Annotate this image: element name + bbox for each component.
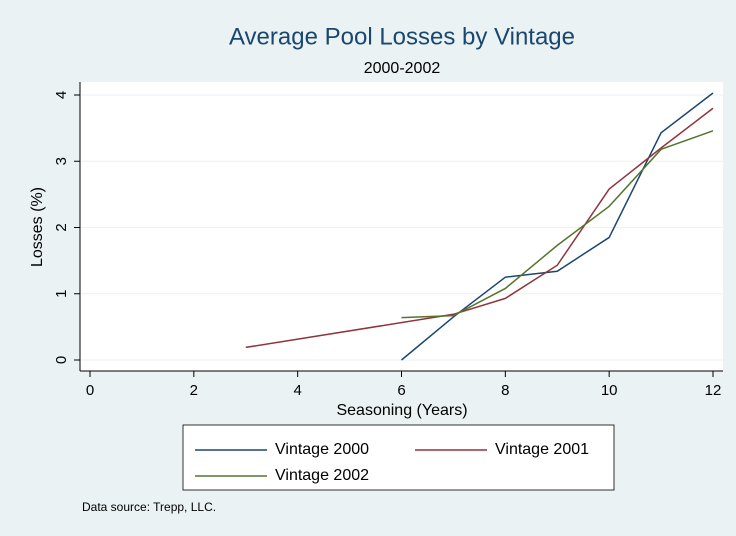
legend-label: Vintage 2002 xyxy=(275,467,369,484)
plot-area xyxy=(80,82,723,371)
x-tick-label: 10 xyxy=(601,382,618,399)
series-line xyxy=(401,92,714,361)
x-tick-label: 0 xyxy=(86,382,94,399)
note: Data source: Trepp, LLC. xyxy=(82,500,216,514)
y-tick-label: 0 xyxy=(53,356,70,364)
chart-title: Average Pool Losses by Vintage xyxy=(229,23,575,50)
legend-label: Vintage 2001 xyxy=(495,441,589,458)
x-tick-label: 6 xyxy=(397,382,405,399)
chart-subtitle: 2000-2002 xyxy=(364,60,441,77)
legend-label: Vintage 2000 xyxy=(275,441,369,458)
x-tick-label: 12 xyxy=(705,382,722,399)
series-line xyxy=(401,130,714,319)
x-tick-label: 2 xyxy=(190,382,198,399)
series-line xyxy=(245,107,714,349)
y-tick-label: 3 xyxy=(53,157,70,165)
y-tick-label: 1 xyxy=(53,290,70,298)
y-axis-title: Losses (%) xyxy=(29,187,46,267)
y-tick-label: 4 xyxy=(53,91,70,99)
y-tick-label: 2 xyxy=(53,223,70,231)
x-tick-label: 8 xyxy=(501,382,509,399)
x-tick-label: 4 xyxy=(293,382,301,399)
legend xyxy=(182,424,615,491)
x-axis-title: Seasoning (Years) xyxy=(336,402,467,419)
